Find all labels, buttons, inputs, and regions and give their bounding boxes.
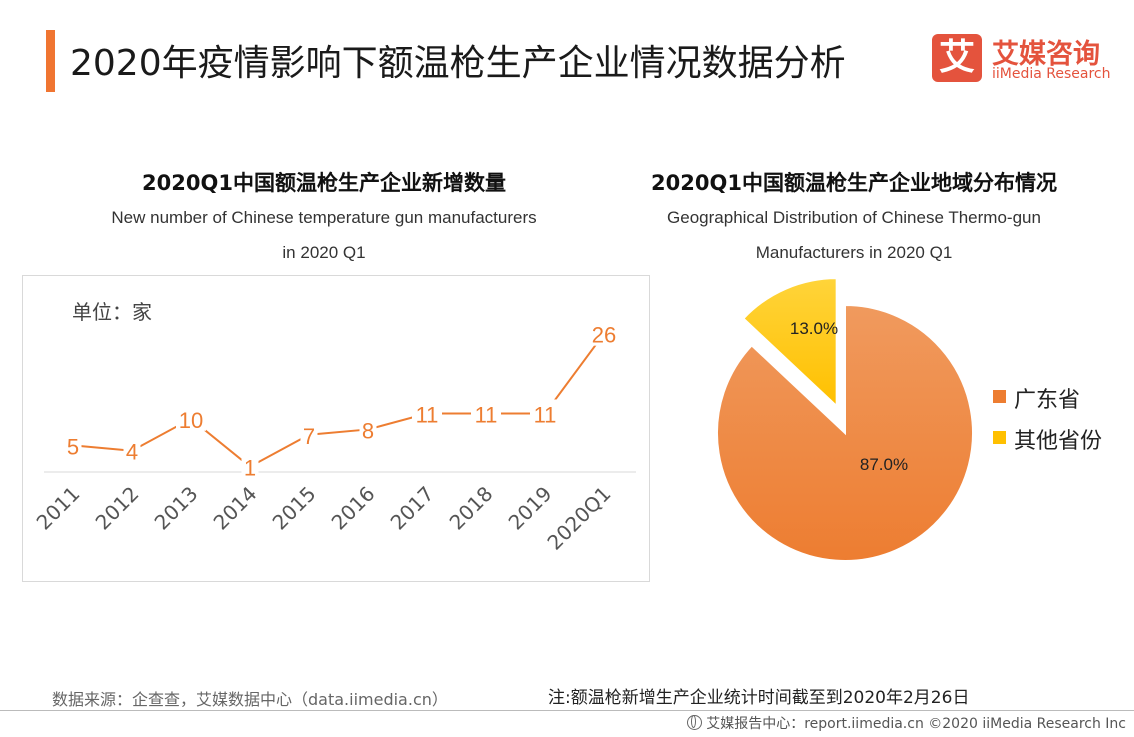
x-tick-label: 2020Q1 [542,482,615,555]
data-label-bg [359,415,377,442]
x-tick-label: 2015 [268,482,321,535]
copyright-bar: 艾媒报告中心：report.iimedia.cn ©2020 iiMedia R… [687,713,1126,733]
globe-icon [687,715,703,730]
data-label: 26 [592,323,616,348]
data-label: 5 [67,434,79,459]
legend-label: 广东省 [1014,388,1080,413]
x-tick-label: 2011 [32,482,85,535]
x-tick-label: 2016 [327,482,380,535]
data-label-bg [300,420,318,447]
line-chart-frame [22,275,650,582]
line-chart-subtitle-line1: New number of Chinese temperature gun ma… [111,208,537,227]
footer-divider [0,710,1134,711]
pie-chart-subtitle-line1: Geographical Distribution of Chinese The… [667,208,1041,227]
footnote: 注:额温枪新增生产企业统计时间截至到2020年2月26日 [548,688,970,708]
x-tick-label: 2018 [445,482,498,535]
data-label: 11 [475,402,498,427]
unit-label: 单位：家 [72,300,152,324]
pie-slice-guangdong [716,303,974,562]
logo-icon: 艾 [932,34,982,82]
data-label: 7 [303,424,315,449]
data-label-bg [241,452,259,479]
data-label: 4 [126,440,138,465]
legend-swatch [993,390,1006,403]
legend-swatch [993,431,1006,444]
data-label: 10 [179,408,203,433]
data-label: 11 [416,402,439,427]
x-tick-label: 2014 [209,482,262,535]
pie-label-guangdong: 87.0% [860,455,908,474]
page-title: 2020年疫情影响下额温枪生产企业情况数据分析 [70,43,846,84]
series-line [72,333,605,468]
pie-slice-other [741,277,838,409]
pie-chart-subtitle: Geographical Distribution of Chinese The… [604,200,1104,270]
logo-cn-text: 艾媒咨询 [992,39,1100,70]
data-label-bg [412,399,442,426]
data-label: 8 [362,418,374,443]
line-chart-title: 2020Q1中国额温枪生产企业新增数量 [142,171,506,195]
data-label-bg [589,319,619,346]
x-tick-label: 2019 [504,482,557,535]
logo-en-text: iiMedia Research [992,66,1111,82]
data-label: 11 [534,402,557,427]
copyright-text: 艾媒报告中心：report.iimedia.cn ©2020 iiMedia R… [706,716,1126,732]
data-label-bg [530,399,560,426]
data-source: 数据来源：企查查，艾媒数据中心（data.iimedia.cn） [52,690,448,709]
pie-chart-subtitle-line2: Manufacturers in 2020 Q1 [755,243,953,262]
legend-label: 其他省份 [1014,429,1102,454]
data-label: 1 [244,456,256,481]
pie-chart-title: 2020Q1中国额温枪生产企业地域分布情况 [651,171,1057,195]
data-label-bg [123,436,141,463]
x-tick-label: 2012 [91,482,144,535]
line-chart-subtitle: New number of Chinese temperature gun ma… [22,200,626,270]
x-tick-label: 2013 [150,482,203,535]
data-label-bg [64,431,82,458]
data-label-bg [471,399,501,426]
pie-label-other: 13.0% [790,319,838,338]
title-accent-bar [46,30,55,92]
brand-logo: 艾 艾媒咨询 iiMedia Research [932,34,1122,86]
line-chart-subtitle-line2: in 2020 Q1 [282,243,366,262]
data-label-bg [176,404,206,431]
x-tick-label: 2017 [386,482,439,535]
